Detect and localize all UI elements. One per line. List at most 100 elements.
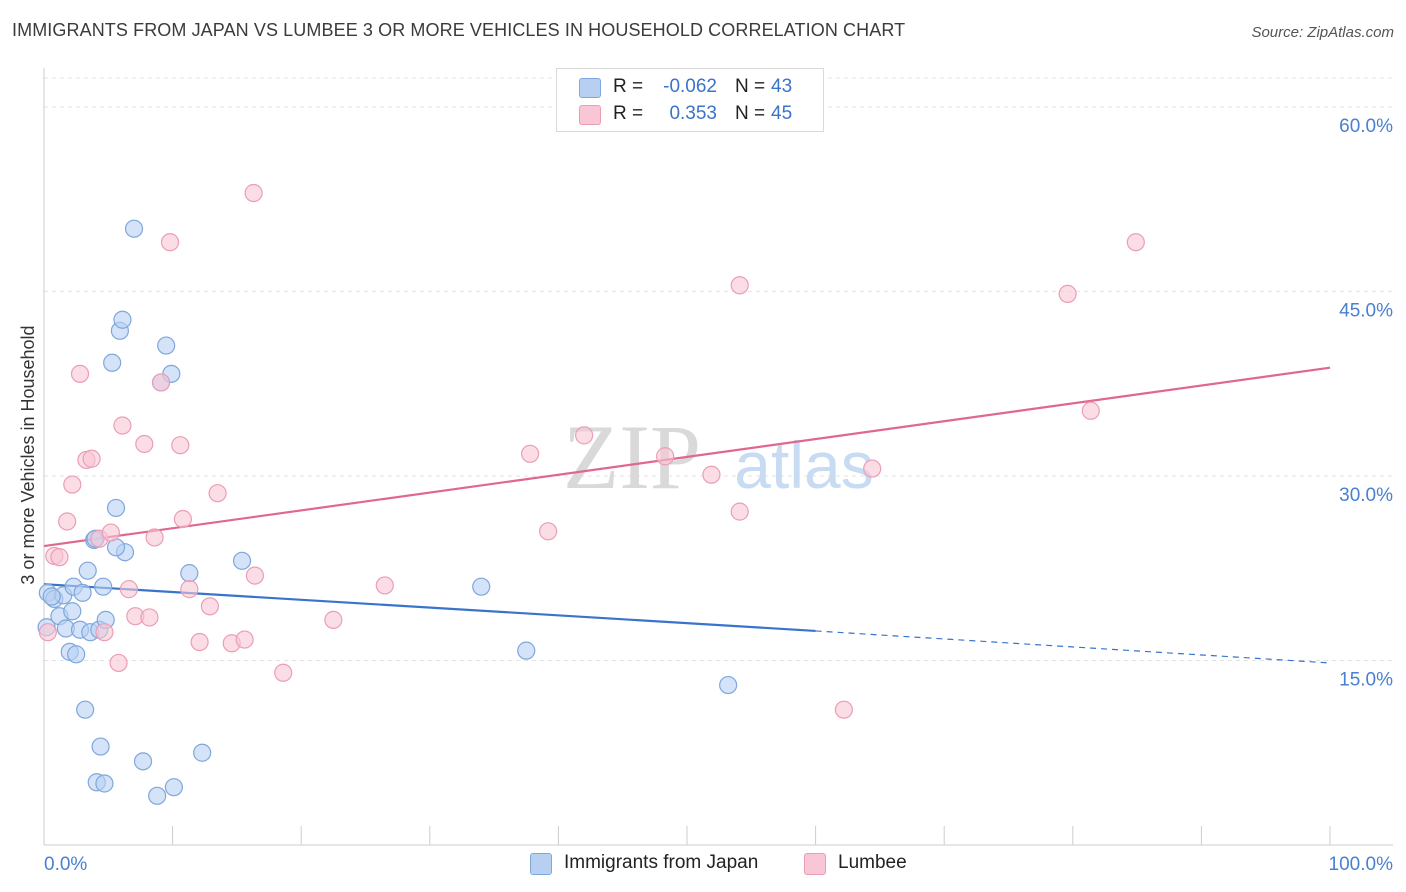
point-lumbee — [38, 623, 57, 642]
point-japan — [95, 774, 114, 793]
point-japan — [193, 743, 212, 762]
legend-row-lumbee: R = 0.353 N = 45 — [557, 100, 823, 128]
point-japan — [472, 577, 491, 596]
point-lumbee — [140, 608, 159, 627]
bottom-legend-swatch-japan — [530, 853, 552, 875]
point-japan — [103, 353, 122, 372]
trend-line-japan — [43, 583, 816, 633]
point-lumbee — [375, 576, 394, 595]
legend-r-label: R = — [613, 103, 644, 124]
point-lumbee — [109, 653, 128, 673]
point-japan — [133, 752, 153, 771]
watermark-zip: ZIP — [563, 406, 701, 508]
point-lumbee — [50, 548, 69, 567]
point-japan — [719, 675, 738, 695]
axes — [43, 68, 1393, 846]
correlation-legend: R = -0.062 N = 43 R = 0.353 N = 45 — [556, 68, 824, 132]
point-japan — [42, 587, 61, 606]
watermark-atlas: atlas — [734, 428, 873, 502]
point-lumbee — [135, 434, 154, 454]
x-tick-label-min: 0.0% — [44, 854, 87, 875]
bottom-legend-label-japan: Immigrants from Japan — [564, 852, 759, 873]
point-lumbee — [1058, 284, 1077, 303]
bottom-legend-label-lumbee: Lumbee — [838, 852, 907, 873]
point-japan — [91, 737, 110, 756]
chart-title: IMMIGRANTS FROM JAPAN VS LUMBEE 3 OR MOR… — [12, 20, 906, 40]
point-lumbee — [208, 484, 227, 503]
point-lumbee — [521, 444, 540, 463]
point-japan — [94, 577, 113, 596]
point-lumbee — [730, 276, 749, 295]
point-japan — [106, 498, 126, 518]
point-japan — [73, 583, 92, 602]
trend-line-lumbee — [43, 366, 1331, 548]
bottom-legend-swatch-lumbee — [804, 853, 826, 875]
point-lumbee — [171, 436, 190, 455]
y-tick-label: 15.0% — [1339, 669, 1393, 690]
y-tick-labels: 15.0% 30.0% 45.0% 60.0% — [1339, 116, 1393, 691]
point-lumbee — [180, 580, 199, 599]
point-lumbee — [702, 465, 721, 484]
legend-swatch-lumbee — [579, 105, 601, 125]
point-lumbee — [200, 597, 219, 616]
point-lumbee — [70, 364, 90, 383]
point-japan — [124, 219, 144, 238]
source-credit: Source: ZipAtlas.com — [1251, 24, 1394, 41]
point-japan — [180, 564, 199, 583]
legend-r-label: R = — [613, 76, 644, 97]
point-lumbee — [834, 700, 853, 719]
point-lumbee — [160, 233, 180, 252]
point-japan — [63, 602, 82, 621]
point-lumbee — [145, 528, 164, 547]
legend-n-label: N = — [735, 76, 766, 97]
x-tick-label-max: 100.0% — [1329, 854, 1394, 875]
point-japan — [76, 700, 95, 719]
point-japan — [67, 645, 86, 664]
point-japan — [517, 641, 536, 660]
point-lumbee — [244, 183, 263, 203]
point-lumbee — [656, 447, 675, 466]
point-lumbee — [63, 475, 82, 494]
point-lumbee — [575, 426, 594, 445]
legend-swatch-japan — [579, 78, 601, 98]
y-tick-label: 60.0% — [1339, 116, 1393, 137]
point-japan — [164, 778, 183, 797]
point-lumbee — [119, 580, 138, 599]
point-lumbee — [863, 459, 882, 478]
point-lumbee — [245, 566, 265, 585]
point-lumbee — [82, 449, 101, 468]
point-lumbee — [235, 630, 254, 649]
point-lumbee — [190, 632, 209, 652]
legend-n-label: N = — [735, 103, 766, 124]
legend-row-japan: R = -0.062 N = 43 — [557, 73, 823, 101]
trend-line-japan-extrapolated — [815, 630, 1331, 664]
y-axis-title: 3 or more Vehicles in Household — [18, 325, 38, 584]
point-lumbee — [95, 623, 114, 642]
legend-n-value-lumbee: 45 — [771, 103, 793, 124]
y-tick-label: 45.0% — [1339, 300, 1393, 321]
legend-r-value-lumbee: 0.353 — [669, 103, 717, 124]
point-lumbee — [113, 416, 132, 435]
point-lumbee — [324, 610, 343, 629]
point-japan — [157, 336, 176, 355]
point-japan — [232, 551, 252, 570]
point-lumbee — [151, 373, 171, 392]
point-lumbee — [1081, 401, 1100, 420]
point-lumbee — [274, 663, 293, 682]
point-japan — [78, 561, 97, 580]
y-tick-label: 30.0% — [1339, 485, 1393, 506]
point-lumbee — [101, 523, 120, 542]
point-japan — [113, 310, 132, 329]
point-lumbee — [539, 522, 558, 541]
watermark: ZIP atlas — [563, 406, 874, 508]
point-lumbee — [173, 509, 192, 529]
point-japan — [148, 786, 167, 805]
point-lumbee — [730, 502, 749, 521]
trend-lines — [43, 366, 1331, 664]
point-lumbee — [58, 512, 77, 531]
legend-r-value-japan: -0.062 — [663, 76, 717, 97]
point-lumbee — [1126, 233, 1145, 252]
data-points — [37, 183, 1145, 805]
legend-n-value-japan: 43 — [771, 76, 793, 97]
